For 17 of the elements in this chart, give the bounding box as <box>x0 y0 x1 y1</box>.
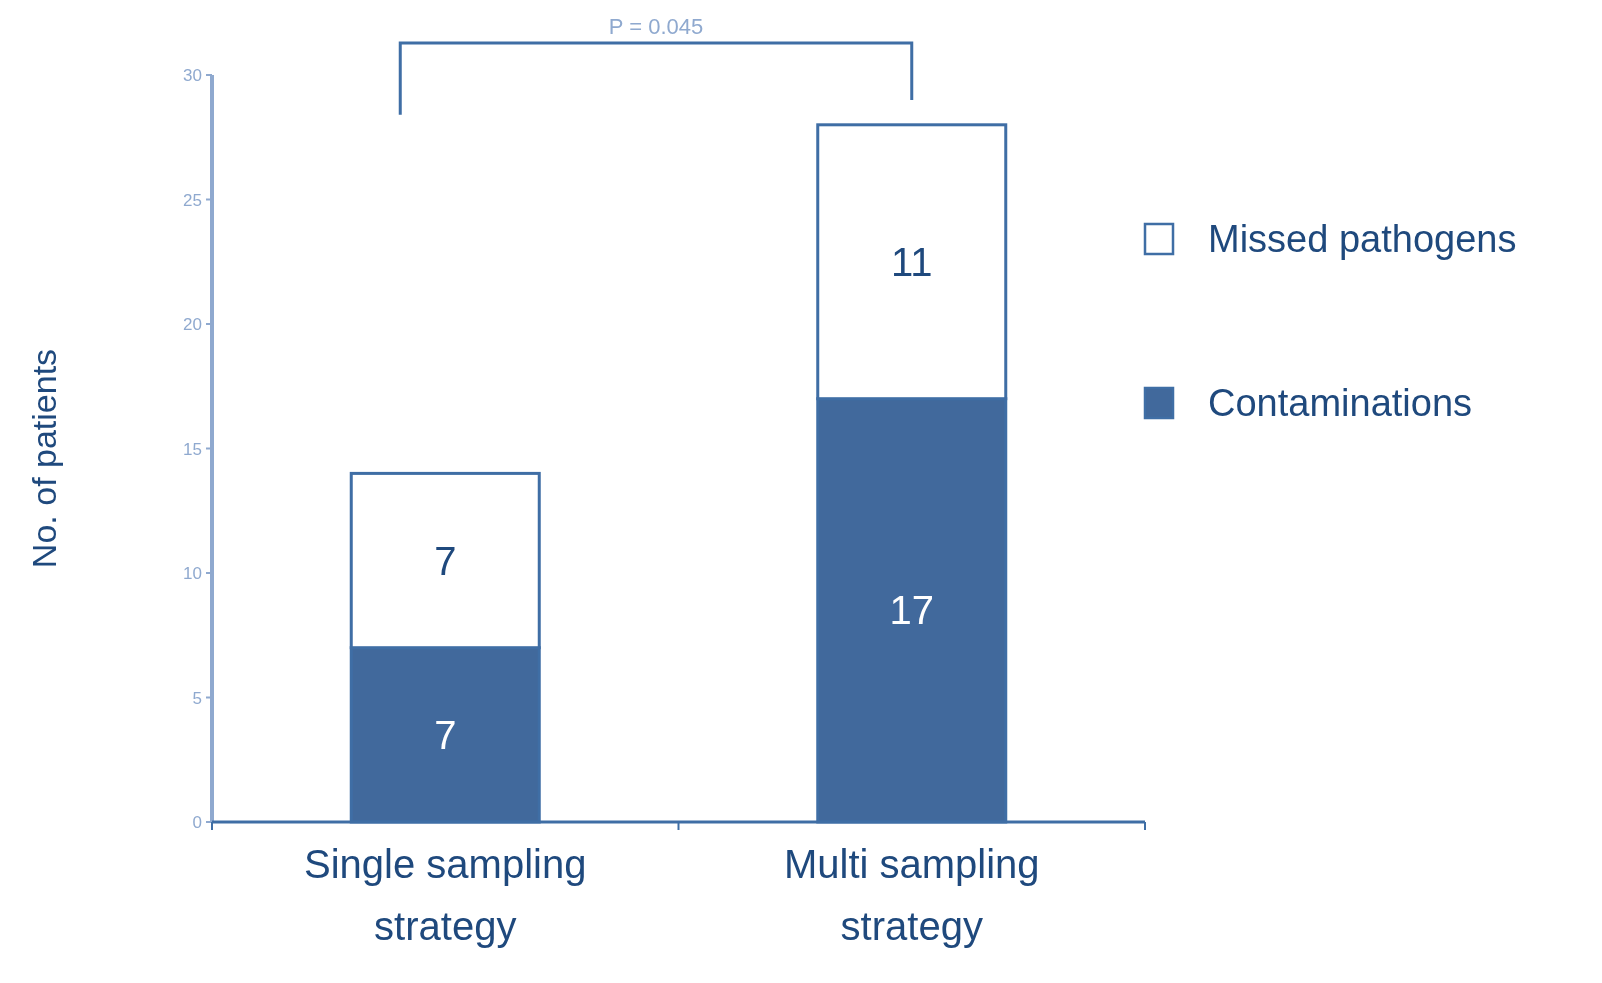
y-tick-label: 10 <box>183 564 202 583</box>
y-tick-label: 0 <box>192 813 202 832</box>
text: P = 0.045 <box>608 14 704 39</box>
y-tick-label: 15 <box>183 439 202 459</box>
x-tick-label: Single sampling strategy <box>304 842 587 948</box>
legend-label: Missed pathogens <box>1208 218 1517 260</box>
data-label: 7 <box>434 538 457 583</box>
x-tick-label: Multi sampling strategy <box>783 842 1040 948</box>
y-tick-label: 5 <box>192 688 202 708</box>
data-label: 7 <box>434 712 457 757</box>
legend-label: Contaminations <box>1208 382 1473 424</box>
y-axis-title: No. of patients <box>25 348 63 569</box>
data-label: 11 <box>890 239 933 284</box>
y-tick-label: 30 <box>183 66 202 85</box>
y-tick-label: 25 <box>183 190 202 210</box>
data-label: 17 <box>889 588 934 633</box>
y-tick-label: 20 <box>183 315 202 334</box>
